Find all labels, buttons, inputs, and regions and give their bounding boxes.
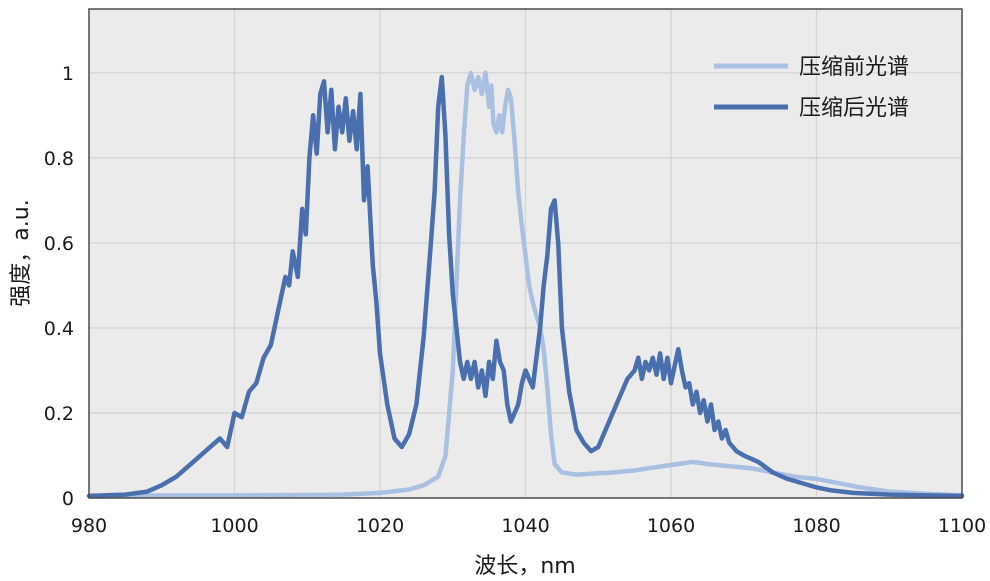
y-axis-title: 强度，a.u. (9, 199, 34, 306)
x-tick-label: 1040 (501, 515, 549, 537)
x-tick-label: 1020 (356, 515, 404, 537)
x-tick-label: 1000 (210, 515, 258, 537)
x-axis-ticks: 980 1000 1020 1040 1060 1080 1100 (71, 515, 986, 537)
x-tick-label: 1080 (792, 515, 840, 537)
series-line-after-compression (86, 74, 965, 499)
y-tick-label: 0.6 (44, 233, 74, 255)
y-tick-label: 0.4 (44, 318, 74, 340)
plot-border (88, 8, 963, 499)
x-axis-title: 波长，nm (474, 554, 575, 579)
y-tick-label: 0.2 (44, 403, 74, 425)
series-lines (86, 70, 965, 499)
legend: 压缩前光谱 压缩后光谱 (714, 55, 909, 121)
legend-label-after-compression: 压缩后光谱 (799, 96, 909, 121)
x-tick-label: 1100 (938, 515, 986, 537)
y-tick-label: 0.8 (44, 148, 74, 170)
y-axis-ticks: 0 0.2 0.4 0.6 0.8 1 (44, 63, 74, 510)
series-line-before-compression (86, 70, 965, 499)
legend-label-before-compression: 压缩前光谱 (799, 55, 909, 80)
x-tick-label: 1060 (647, 515, 695, 537)
x-tick-label: 980 (71, 515, 107, 537)
y-tick-label: 0 (62, 488, 74, 510)
y-tick-label: 1 (62, 63, 74, 85)
